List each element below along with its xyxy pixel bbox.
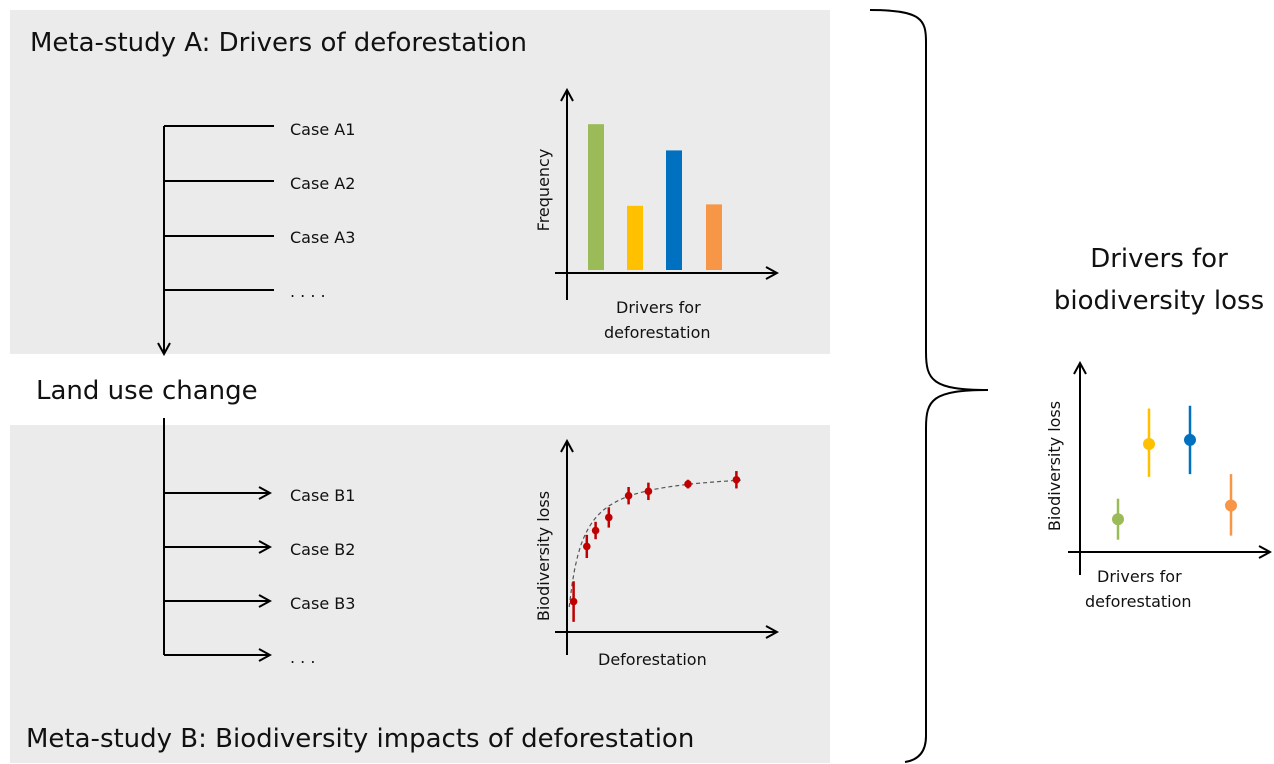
chart-b-ylabel: Biodiversity loss bbox=[534, 491, 553, 621]
chart-a-bar-yellow bbox=[627, 205, 643, 270]
chart-c-axes bbox=[1068, 363, 1270, 575]
curly-brace bbox=[869, 9, 989, 763]
chart-c-xlabel-line1: Drivers for bbox=[1097, 567, 1182, 586]
chart-b-point bbox=[583, 542, 591, 551]
meta-study-b-title: Meta-study B: Biodiversity impacts of de… bbox=[26, 724, 695, 754]
case-b1-label: Case B1 bbox=[290, 486, 356, 505]
chart-b-xlabel: Deforestation bbox=[598, 650, 707, 669]
chart-a-bar-orange bbox=[706, 204, 722, 270]
chart-b-axes bbox=[555, 441, 777, 655]
chart-b-point bbox=[591, 526, 600, 535]
chart-a-xlabel-line2: deforestation bbox=[604, 323, 711, 342]
chart-c-point-blue bbox=[1184, 433, 1196, 446]
case-a1-label: Case A1 bbox=[290, 120, 356, 139]
chart-c-point-orange bbox=[1225, 499, 1237, 512]
case-b-more-label: . . . bbox=[290, 648, 316, 667]
chart-a-ylabel: Frequency bbox=[534, 149, 553, 232]
chart-a-axes bbox=[555, 90, 777, 300]
tree-b bbox=[163, 418, 270, 655]
chart-c-point-yellow bbox=[1143, 438, 1155, 451]
chart-c-points bbox=[1112, 405, 1237, 540]
synthesis-title-line1: Drivers for bbox=[1090, 244, 1228, 274]
chart-b-point bbox=[732, 475, 741, 484]
chart-a-bars bbox=[588, 124, 722, 271]
chart-c-xlabel-line2: deforestation bbox=[1085, 592, 1192, 611]
land-use-change-label: Land use change bbox=[36, 376, 258, 406]
chart-b-fit-curve bbox=[568, 479, 741, 608]
chart-b-point bbox=[644, 487, 653, 496]
meta-study-a-panel bbox=[10, 10, 830, 354]
chart-b-point bbox=[605, 513, 613, 522]
synthesis-title-line2: biodiversity loss bbox=[1053, 286, 1265, 316]
chart-a-xlabel-line1: Drivers for bbox=[616, 298, 701, 317]
chart-b-point bbox=[569, 597, 578, 606]
chart-b-point bbox=[624, 491, 633, 500]
chart-c-ylabel: Biodiversity loss bbox=[1045, 401, 1064, 531]
chart-b-points bbox=[568, 471, 741, 622]
chart-b-point bbox=[684, 480, 692, 488]
meta-study-b-panel bbox=[10, 425, 830, 763]
tree-a bbox=[164, 125, 274, 354]
case-a-more-label: . . . . bbox=[290, 282, 326, 301]
case-a2-label: Case A2 bbox=[290, 174, 356, 193]
case-b3-label: Case B3 bbox=[290, 594, 356, 613]
chart-a-bar-green bbox=[588, 124, 604, 271]
chart-c-point-green bbox=[1112, 513, 1124, 526]
case-a3-label: Case A3 bbox=[290, 228, 356, 247]
meta-study-a-title: Meta-study A: Drivers of deforestation bbox=[30, 28, 527, 58]
chart-a-bar-blue bbox=[666, 150, 682, 270]
case-b2-label: Case B2 bbox=[290, 540, 356, 559]
